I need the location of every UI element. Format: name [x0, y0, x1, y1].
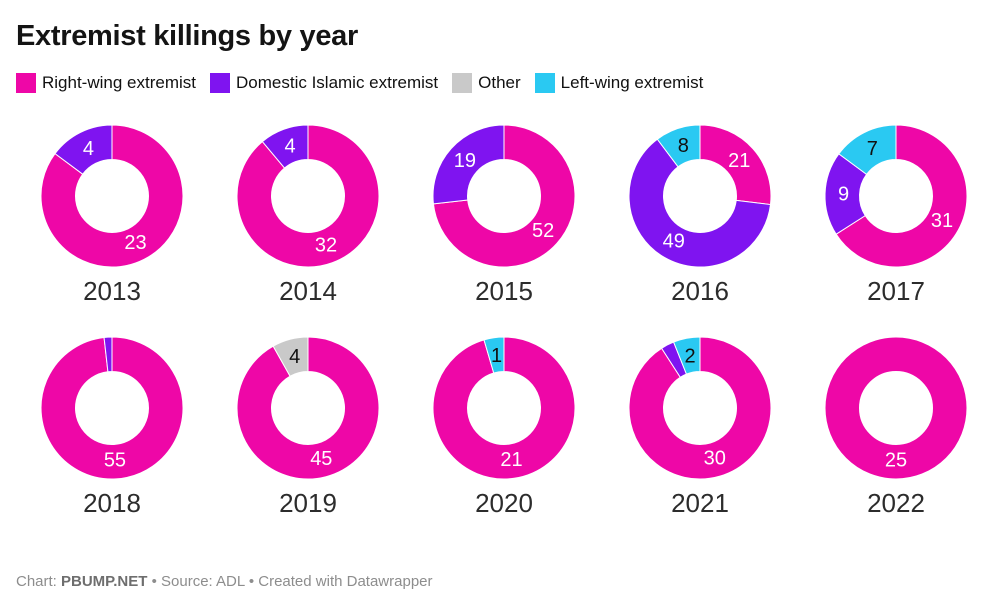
footer-chart-label: Chart:	[16, 573, 62, 590]
donut-cell: 21 1 2020	[406, 333, 602, 519]
donut-chart-2020: 21 1	[432, 336, 576, 480]
legend-item: Domestic Islamic extremist	[210, 73, 439, 94]
slice-value-label: 7	[867, 138, 878, 160]
donut-slice-right-wing-extremist[interactable]	[699, 124, 772, 206]
donut-slice-right-wing-extremist[interactable]	[40, 124, 184, 268]
legend: Right-wing extremist Domestic Islamic ext…	[16, 73, 986, 94]
slice-value-label: 4	[289, 346, 300, 368]
donut-chart-2014: 32 4	[236, 124, 380, 268]
year-label: 2017	[867, 276, 925, 307]
legend-swatch-icon	[210, 73, 230, 94]
legend-item-label: Domestic Islamic extremist	[236, 73, 439, 93]
donut-slice-right-wing-extremist[interactable]	[40, 336, 184, 480]
donut-slice-left-wing-extremist[interactable]	[656, 124, 701, 168]
slice-value-label: 8	[678, 136, 689, 158]
donut-slice-right-wing-extremist[interactable]	[236, 124, 380, 268]
slice-value-label: 9	[838, 184, 849, 206]
donut-chart-2021: 30 2	[628, 336, 772, 480]
donut-cell: 32 4 2014	[210, 121, 406, 307]
donut-chart-2016: 21 49 8	[628, 124, 772, 268]
donut-slice-left-wing-extremist[interactable]	[673, 336, 701, 375]
legend-swatch-icon	[16, 73, 36, 94]
year-label: 2020	[475, 488, 533, 519]
legend-swatch-icon	[452, 73, 473, 94]
year-label: 2019	[279, 488, 337, 519]
donut-slice-left-wing-extremist[interactable]	[483, 336, 505, 374]
donut-chart-2015: 52 19	[432, 124, 576, 268]
slice-value-label: 23	[124, 232, 146, 254]
donut-cell: 25 2022	[798, 333, 994, 519]
slice-value-label: 21	[500, 449, 522, 471]
donut-chart-2017: 31 9 7	[824, 124, 968, 268]
slice-value-label: 21	[728, 151, 750, 173]
donut-cell: 31 9 7 2017	[798, 121, 994, 307]
donut-slice-right-wing-extremist[interactable]	[236, 336, 380, 480]
year-label: 2015	[475, 276, 533, 307]
slice-value-label: 25	[885, 450, 907, 472]
year-label: 2022	[867, 488, 925, 519]
slice-value-label: 2	[684, 346, 695, 368]
slice-value-label: 31	[931, 211, 953, 233]
slice-value-label: 32	[315, 235, 337, 257]
legend-item: Right-wing extremist	[16, 73, 196, 94]
donut-slice-right-wing-extremist[interactable]	[824, 336, 968, 480]
legend-swatch-icon	[534, 73, 555, 94]
footer-source-text: • Source: ADL • Created with Datawrapper	[147, 573, 433, 590]
donut-slice-domestic-islamic-extremist[interactable]	[432, 124, 505, 205]
donut-chart-2018: 55	[40, 336, 184, 480]
donut-chart-2013: 23 4	[40, 124, 184, 268]
year-label: 2016	[671, 276, 729, 307]
donut-slice-domestic-islamic-extremist[interactable]	[103, 336, 113, 373]
donut-cell: 21 49 8 2016	[602, 121, 798, 307]
footer: Chart: PBUMP.NET • Source: ADL • Created…	[16, 573, 433, 590]
slice-value-label: 19	[454, 150, 476, 172]
donut-slice-right-wing-extremist[interactable]	[628, 336, 772, 480]
donut-slice-right-wing-extremist[interactable]	[432, 336, 576, 480]
legend-item-label: Right-wing extremist	[42, 73, 196, 93]
donut-cell: 55 2018	[14, 333, 210, 519]
chart-title: Extremist killings by year	[16, 20, 358, 52]
slice-value-label: 4	[284, 136, 295, 158]
year-label: 2018	[83, 488, 141, 519]
donut-cell: 45 4 2019	[210, 333, 406, 519]
donut-grid: 23 4 2013 32 4 2014 52 19 2015 21 49 8 2016 31 9 7 2017 5…	[14, 121, 994, 519]
slice-value-label: 30	[704, 448, 726, 470]
donut-chart-2022: 25	[824, 336, 968, 480]
year-label: 2021	[671, 488, 729, 519]
donut-slice-right-wing-extremist[interactable]	[835, 124, 968, 268]
year-label: 2013	[83, 276, 141, 307]
slice-value-label: 49	[663, 231, 685, 253]
legend-item-label: Left-wing extremist	[560, 73, 704, 93]
donut-slice-right-wing-extremist[interactable]	[432, 124, 576, 268]
slice-value-label: 55	[104, 450, 126, 472]
slice-value-label: 45	[310, 448, 332, 470]
footer-credit-link[interactable]: PBUMP.NET	[61, 573, 148, 590]
donut-cell: 52 19 2015	[406, 121, 602, 307]
legend-item: Other	[452, 73, 521, 94]
donut-chart-2019: 45 4	[236, 336, 380, 480]
donut-cell: 23 4 2013	[14, 121, 210, 307]
donut-slice-domestic-islamic-extremist[interactable]	[54, 124, 113, 176]
donut-slice-domestic-islamic-extremist[interactable]	[628, 139, 771, 268]
donut-cell: 30 2 2021	[602, 333, 798, 519]
legend-item-label: Other	[478, 73, 521, 93]
year-label: 2014	[279, 276, 337, 307]
donut-slice-left-wing-extremist[interactable]	[838, 124, 897, 176]
slice-value-label: 1	[491, 345, 502, 367]
slice-value-label: 4	[83, 138, 94, 160]
donut-slice-domestic-islamic-extremist[interactable]	[261, 124, 309, 169]
donut-slice-other[interactable]	[272, 336, 309, 377]
slice-value-label: 52	[532, 220, 554, 242]
legend-item: Left-wing extremist	[534, 73, 704, 94]
